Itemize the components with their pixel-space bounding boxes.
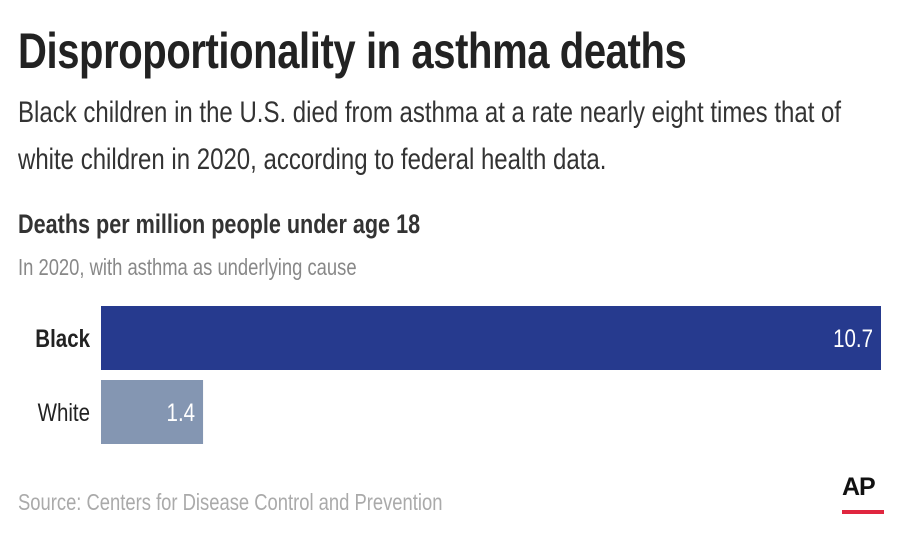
ap-logo: AP [842, 474, 884, 514]
source-note: Source: Centers for Disease Control and … [18, 489, 443, 515]
ap-logo-text: AP [842, 473, 876, 501]
bar-black [101, 306, 881, 370]
data-label: 10.7 [833, 324, 873, 352]
category-label: Black [35, 324, 90, 352]
category-label: White [38, 398, 90, 426]
chart-subtitle: In 2020, with asthma as underlying cause [18, 254, 357, 280]
bar-white [101, 380, 204, 444]
chart-title: Deaths per million people under age 18 [18, 209, 421, 239]
subtitle-line-2: white children in 2020, according to fed… [18, 143, 607, 176]
page-title: Disproportionality in asthma deaths [18, 23, 687, 79]
ap-logo-rule [842, 510, 884, 514]
data-label: 1.4 [167, 398, 196, 426]
subtitle-line-1: Black children in the U.S. died from ast… [18, 96, 842, 129]
